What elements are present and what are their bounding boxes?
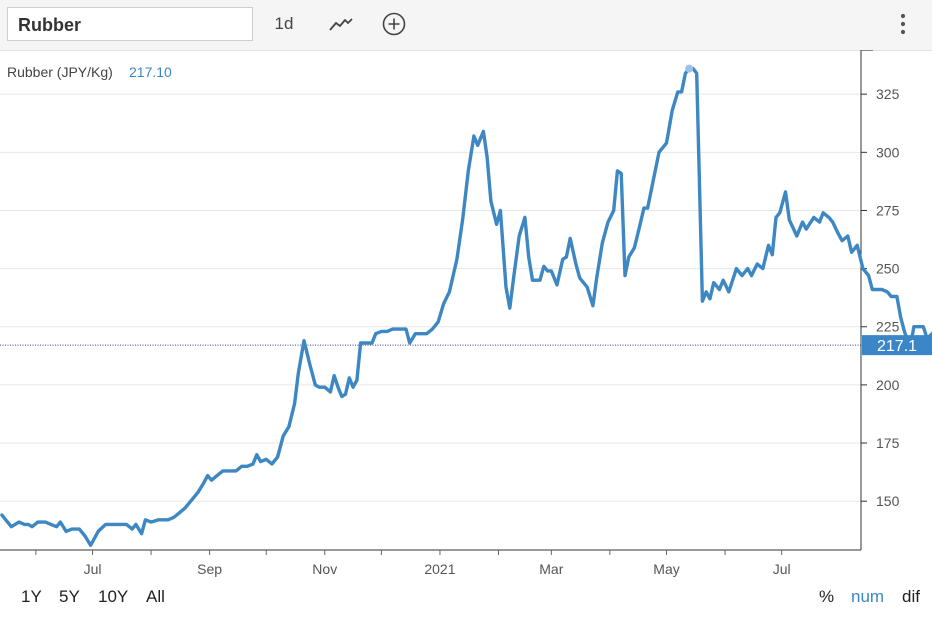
line-chart-icon[interactable] [326, 10, 356, 38]
y-tick-label: 300 [876, 144, 900, 160]
interval-button[interactable]: 1d [274, 14, 294, 33]
series-line-rubber[interactable] [0, 66, 932, 547]
x-tick-label: Sep [197, 561, 222, 577]
range-button-all[interactable]: All [146, 587, 165, 606]
x-tick-label: Jul [773, 561, 791, 577]
x-tick-label: Mar [539, 561, 563, 577]
toolbar: Rubber 1d [0, 0, 932, 51]
symbol-search-input[interactable]: Rubber [7, 7, 253, 41]
mode-button-dif[interactable]: dif [902, 587, 920, 606]
y-tick-label: 250 [876, 261, 900, 277]
legend-series-name: Rubber (JPY/Kg) [7, 64, 113, 80]
range-button-1y[interactable]: 1Y [21, 587, 42, 606]
vertical-dots-icon[interactable] [890, 10, 916, 38]
y-axis: 150 175 200 225 250 275 300 325 [860, 50, 900, 550]
y-tick-label: 200 [876, 377, 900, 393]
y-tick-label: 175 [876, 435, 900, 451]
grid-lines [0, 93, 861, 502]
plus-circle-icon[interactable] [379, 10, 409, 38]
y-tick-label: 325 [876, 86, 900, 102]
range-button-10y[interactable]: 10Y [98, 587, 129, 606]
price-chart[interactable]: 150 175 200 225 250 275 300 325 Jul Sep Nov 2021 Ma… [0, 50, 932, 580]
mode-button-num[interactable]: num [851, 587, 885, 606]
mode-button-percent[interactable]: % [819, 587, 835, 606]
legend-last-value: 217.10 [129, 64, 172, 80]
price-label: 217.1 [862, 335, 932, 356]
x-tick-label: May [653, 561, 679, 577]
x-tick-label: Nov [312, 561, 337, 577]
y-tick-label: 225 [876, 319, 900, 335]
peak-highlight [685, 64, 694, 73]
range-button-5y[interactable]: 5Y [59, 587, 80, 606]
price-label-text: 217.1 [877, 338, 917, 355]
x-axis: Jul Sep Nov 2021 Mar May Jul [0, 549, 861, 577]
x-tick-label: 2021 [424, 561, 455, 577]
x-tick-label: Jul [84, 561, 102, 577]
y-tick-label: 275 [876, 202, 900, 218]
y-tick-label: 150 [876, 493, 900, 509]
